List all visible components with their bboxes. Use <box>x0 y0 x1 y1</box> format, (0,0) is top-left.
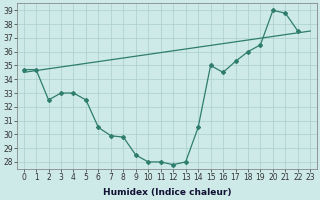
X-axis label: Humidex (Indice chaleur): Humidex (Indice chaleur) <box>103 188 231 197</box>
